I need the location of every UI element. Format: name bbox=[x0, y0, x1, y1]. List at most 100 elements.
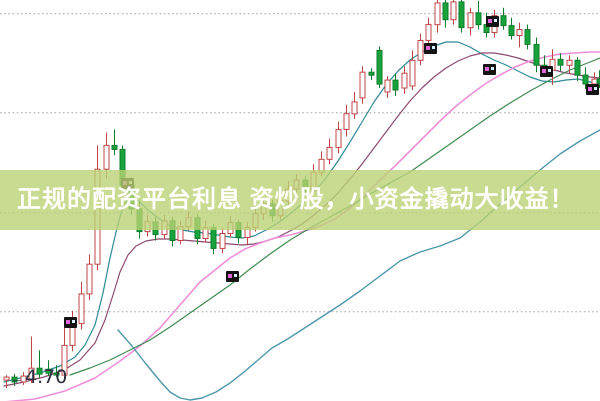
candle-body-down bbox=[11, 376, 18, 383]
candle bbox=[516, 22, 523, 48]
candle bbox=[302, 176, 309, 196]
candle bbox=[11, 374, 18, 386]
candle bbox=[202, 220, 209, 243]
candle bbox=[524, 24, 531, 50]
candle-body-up bbox=[177, 226, 184, 242]
candle bbox=[169, 216, 176, 247]
candle bbox=[409, 50, 416, 90]
candle bbox=[376, 46, 383, 88]
candle bbox=[277, 193, 284, 220]
signal-marker-icon bbox=[121, 178, 134, 189]
candle bbox=[401, 66, 408, 94]
candle-body-up bbox=[244, 227, 251, 239]
candle-body-up bbox=[417, 40, 424, 61]
candle-body-down bbox=[111, 144, 118, 150]
candle bbox=[326, 138, 333, 165]
candle bbox=[566, 55, 573, 74]
candle bbox=[210, 223, 217, 255]
left-arrow-icon: ← bbox=[10, 369, 24, 386]
candle-body-down bbox=[508, 25, 515, 36]
candle-body-up bbox=[161, 220, 168, 236]
candle-body-down bbox=[136, 208, 143, 233]
candle-body-up bbox=[467, 12, 474, 29]
candle bbox=[86, 254, 93, 300]
candle-body-down bbox=[557, 58, 564, 66]
candle-body-down bbox=[269, 203, 276, 217]
low-price-label: 4.70 bbox=[25, 366, 68, 388]
candle bbox=[293, 174, 300, 194]
candle-body-up bbox=[103, 144, 110, 170]
candle bbox=[450, 0, 457, 25]
candle-body-up bbox=[61, 344, 68, 376]
candle-body-up bbox=[20, 375, 27, 383]
candle-body-up bbox=[434, 2, 441, 26]
candle bbox=[434, 0, 441, 33]
candle-body-down bbox=[533, 43, 540, 66]
candle-body-up bbox=[359, 71, 366, 99]
candle-body-down bbox=[442, 2, 449, 21]
candle bbox=[177, 220, 184, 245]
candle bbox=[3, 375, 10, 388]
candle-body-up bbox=[516, 29, 523, 37]
candle-body-up bbox=[185, 217, 192, 228]
signal-marker-icon bbox=[586, 84, 599, 95]
candle bbox=[508, 17, 515, 40]
candle bbox=[69, 310, 76, 352]
markers-layer bbox=[64, 16, 599, 328]
candle-body-down bbox=[392, 79, 399, 91]
candle-body-up bbox=[3, 376, 10, 381]
candle bbox=[94, 145, 101, 271]
candle bbox=[103, 132, 110, 180]
signal-marker-icon bbox=[424, 43, 437, 54]
candle bbox=[582, 67, 589, 89]
candle bbox=[111, 129, 118, 156]
candle bbox=[285, 181, 292, 206]
candle bbox=[244, 221, 251, 246]
candle-body-down bbox=[45, 368, 52, 374]
candle bbox=[260, 197, 267, 220]
signal-marker-icon bbox=[540, 66, 553, 77]
candle bbox=[384, 76, 391, 98]
candle bbox=[533, 37, 540, 73]
candle bbox=[442, 0, 449, 28]
candle bbox=[144, 214, 151, 237]
candle bbox=[343, 104, 350, 137]
candle-body-up bbox=[277, 200, 284, 217]
candle bbox=[136, 200, 143, 239]
candle-body-up bbox=[343, 113, 350, 130]
candle-body-up bbox=[202, 227, 209, 240]
ma-short-teal bbox=[3, 41, 600, 383]
candle-body-up bbox=[409, 59, 416, 87]
candle bbox=[574, 57, 581, 82]
candle-body-up bbox=[252, 213, 259, 229]
candle-body-down bbox=[574, 59, 581, 76]
candle-body-down bbox=[302, 179, 309, 191]
candle-body-up bbox=[28, 367, 35, 380]
candle-body-up bbox=[351, 101, 358, 115]
candle-body-down bbox=[53, 372, 60, 376]
candle-body-down bbox=[500, 15, 507, 27]
candle-body-up bbox=[285, 188, 292, 202]
ma-long-teal bbox=[117, 129, 600, 401]
candle bbox=[359, 66, 366, 104]
candle bbox=[351, 92, 358, 119]
candle-body-down bbox=[524, 29, 531, 45]
candle bbox=[78, 282, 85, 330]
candle-body-up bbox=[144, 221, 151, 233]
candle bbox=[458, 0, 465, 33]
candle bbox=[53, 365, 60, 378]
candle bbox=[425, 17, 432, 48]
candle-body-up bbox=[78, 293, 85, 325]
candle bbox=[61, 321, 68, 379]
ma-pink bbox=[6, 51, 600, 401]
candle-body-up bbox=[219, 233, 226, 249]
ma-lines-layer bbox=[3, 41, 600, 401]
candle bbox=[417, 33, 424, 66]
low-price-annotation: ← 4.70 bbox=[10, 368, 67, 387]
candle-body-up bbox=[591, 78, 598, 85]
signal-marker-icon bbox=[483, 64, 496, 75]
candle bbox=[318, 151, 325, 177]
candle bbox=[219, 227, 226, 254]
